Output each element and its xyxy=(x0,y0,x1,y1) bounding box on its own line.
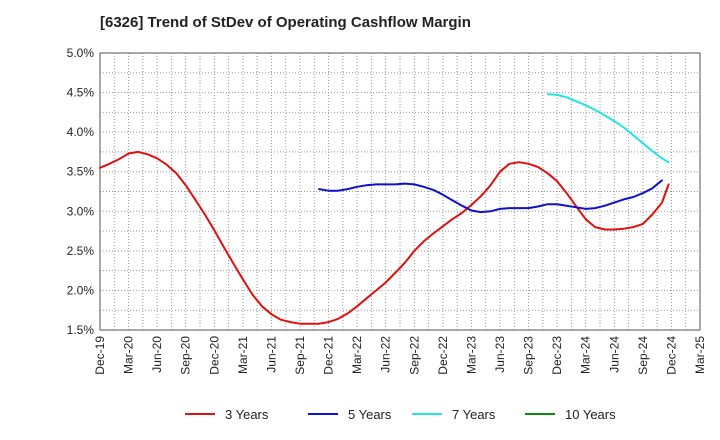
y-tick-label: 1.5% xyxy=(67,323,95,337)
x-tick-label: Dec-24 xyxy=(664,336,678,375)
x-tick-label: Dec-22 xyxy=(436,336,450,375)
x-tick-label: Jun-23 xyxy=(493,336,507,373)
x-tick-label: Jun-20 xyxy=(150,336,164,373)
chart-title: [6326] Trend of StDev of Operating Cashf… xyxy=(100,14,471,31)
x-tick-label: Sep-23 xyxy=(522,336,536,375)
y-tick-label: 4.0% xyxy=(67,125,95,139)
legend-label: 10 Years xyxy=(565,407,616,422)
series-line xyxy=(546,93,670,164)
x-tick-label: Dec-20 xyxy=(207,336,221,375)
x-tick-label: Sep-24 xyxy=(636,336,650,375)
x-tick-label: Dec-19 xyxy=(93,336,107,375)
x-tick-label: Jun-22 xyxy=(379,336,393,373)
plot-border xyxy=(99,52,701,331)
x-tick-label: Mar-25 xyxy=(693,336,707,374)
y-tick-label: 5.0% xyxy=(67,46,95,60)
x-tick-label: Sep-20 xyxy=(179,336,193,375)
y-tick-label: 3.0% xyxy=(67,204,95,218)
x-tick-label: Sep-21 xyxy=(293,336,307,375)
legend-label: 5 Years xyxy=(348,407,392,422)
x-tick-label: Mar-24 xyxy=(579,336,593,374)
series-line xyxy=(318,179,663,214)
y-tick-label: 2.5% xyxy=(67,244,95,258)
y-tick-label: 4.5% xyxy=(67,86,95,100)
x-tick-label: Sep-22 xyxy=(407,336,421,375)
x-tick-label: Dec-23 xyxy=(550,336,564,375)
y-tick-label: 2.0% xyxy=(67,283,95,297)
x-tick-label: Mar-23 xyxy=(464,336,478,374)
x-tick-label: Dec-21 xyxy=(322,336,336,375)
x-tick-label: Mar-22 xyxy=(350,336,364,374)
x-tick-label: Jun-24 xyxy=(607,336,621,373)
x-tick-label: Mar-20 xyxy=(122,336,136,374)
x-tick-label: Mar-21 xyxy=(236,336,250,374)
y-tick-label: 3.5% xyxy=(67,165,95,179)
legend-label: 3 Years xyxy=(225,407,269,422)
legend-label: 7 Years xyxy=(452,407,496,422)
x-tick-label: Jun-21 xyxy=(264,336,278,373)
